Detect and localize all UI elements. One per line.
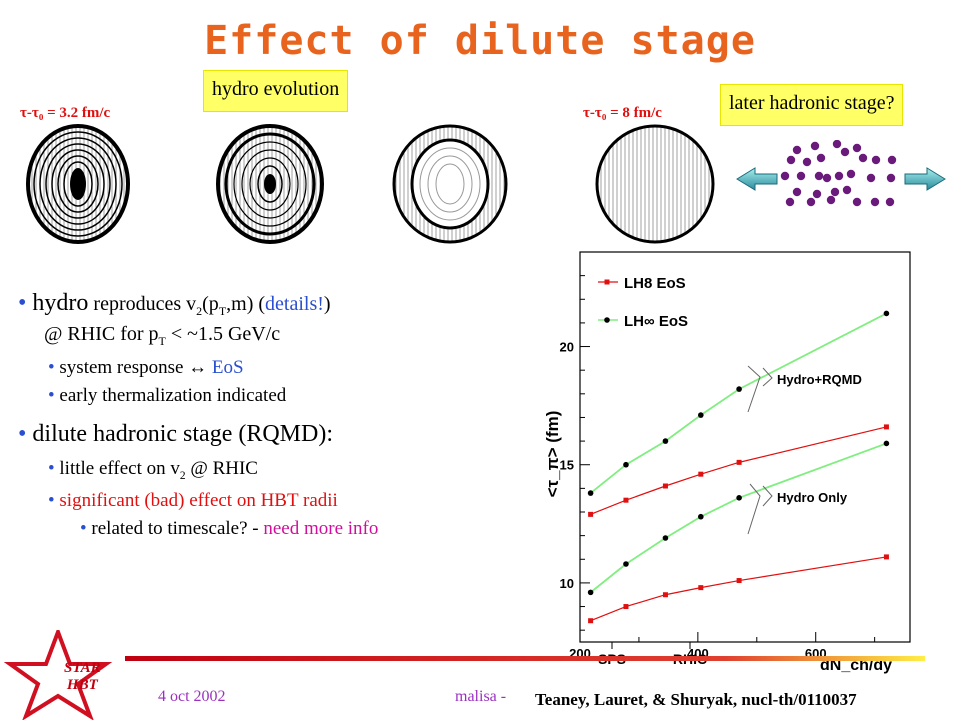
annotation-hydro-only: Hydro Only — [777, 490, 848, 505]
star-hbt-label: STAR HBT — [64, 660, 101, 693]
hydro-snapshot-4 — [595, 124, 715, 244]
data-point-circle — [736, 495, 742, 501]
footer-bar — [125, 656, 925, 661]
bullet-early-thermalization: • early thermalization indicated — [48, 385, 287, 406]
data-point-square — [698, 471, 704, 477]
hydro-evolution-figures — [26, 124, 715, 244]
plot-frame — [579, 251, 911, 643]
tau-end-label: τ-τ₀ = 8 fm/c — [583, 105, 662, 121]
legend-lh8: LH8 EoS — [624, 275, 686, 292]
y-tick-label: 20 — [560, 340, 574, 355]
slide-title: Effect of dilute stage — [204, 18, 756, 64]
footer-date: 4 oct 2002 — [158, 688, 226, 705]
data-point-circle — [623, 461, 629, 468]
bullet-significant-effect: • significant (bad) effect on HBT radii — [48, 489, 338, 511]
bullet-dilute-stage: • dilute hadronic stage (RQMD): — [18, 421, 334, 447]
data-point-square — [883, 424, 889, 430]
hadron-gas-figure — [736, 140, 946, 207]
later-hadronic-stage-label: later hadronic stage? — [720, 84, 904, 126]
bullet-timescale: • related to timescale? - need more info — [80, 517, 379, 539]
data-point-square — [662, 592, 668, 598]
legend-marker-lh8 — [604, 279, 610, 285]
hydro-snapshot-3 — [392, 124, 508, 244]
y-tick-label: 15 — [560, 458, 574, 473]
data-point-square — [736, 578, 742, 584]
annotation-brackets — [747, 365, 773, 535]
legend-marker-lhinf — [604, 317, 610, 323]
right-arrow-icon — [904, 167, 946, 191]
bullet-system-response: • system response ↔ EoS — [48, 357, 244, 378]
bullet-hydro-line2: @ RHIC for pT < ~1.5 GeV/c — [44, 323, 281, 348]
footer-decoration — [3, 630, 925, 720]
data-point-square — [623, 497, 629, 503]
data-point-circle — [883, 310, 890, 317]
star-icon — [3, 630, 113, 720]
y-tick-label: 10 — [560, 576, 574, 591]
data-point-circle — [587, 589, 594, 596]
data-point-circle — [662, 438, 669, 444]
annotation-hydro-rqmd: Hydro+RQMD — [777, 372, 862, 387]
data-point-square — [662, 483, 668, 489]
data-point-circle — [698, 412, 704, 418]
data-point-square — [698, 585, 704, 591]
bullet-hydro: • hydro reproduces v2(pT,m) (details!) — [18, 290, 331, 318]
tau-start-label: τ-τ₀ = 3.2 fm/c — [20, 105, 111, 121]
series-line — [590, 312, 887, 494]
data-point-circle — [736, 386, 742, 392]
bullet-list: • hydro reproduces v2(pT,m) (details!) @… — [18, 290, 538, 540]
hydro-evolution-label: hydro evolution — [203, 70, 349, 112]
hydro-snapshot-1 — [26, 124, 130, 244]
hydro-snapshot-2 — [216, 124, 324, 244]
series-line — [590, 426, 887, 515]
series-line — [590, 556, 887, 622]
data-point-square — [623, 604, 629, 610]
data-point-circle — [883, 440, 890, 447]
data-point-circle — [662, 535, 669, 541]
series-line — [590, 442, 887, 594]
legend: LH8 EoS LH∞ EoS — [598, 275, 688, 330]
y-axis-label: <τ_π> (fm) — [543, 411, 562, 498]
data-point-square — [736, 459, 742, 465]
data-point-circle — [698, 513, 704, 520]
data-point-circle — [587, 490, 594, 496]
x-axis-label: dN_ch/dy — [820, 657, 892, 674]
data-point-square — [883, 554, 889, 560]
data-point-square — [588, 511, 594, 517]
data-point-circle — [623, 561, 629, 567]
data-point-square — [588, 618, 594, 624]
footer-author: malisa - — [455, 688, 507, 705]
citation: Teaney, Lauret, & Shuryak, nucl-th/01100… — [535, 690, 857, 709]
bullet-little-effect: • little effect on v2 @ RHIC — [48, 458, 258, 482]
left-arrow-icon — [736, 167, 778, 191]
legend-lhinf: LH∞ EoS — [624, 313, 688, 330]
